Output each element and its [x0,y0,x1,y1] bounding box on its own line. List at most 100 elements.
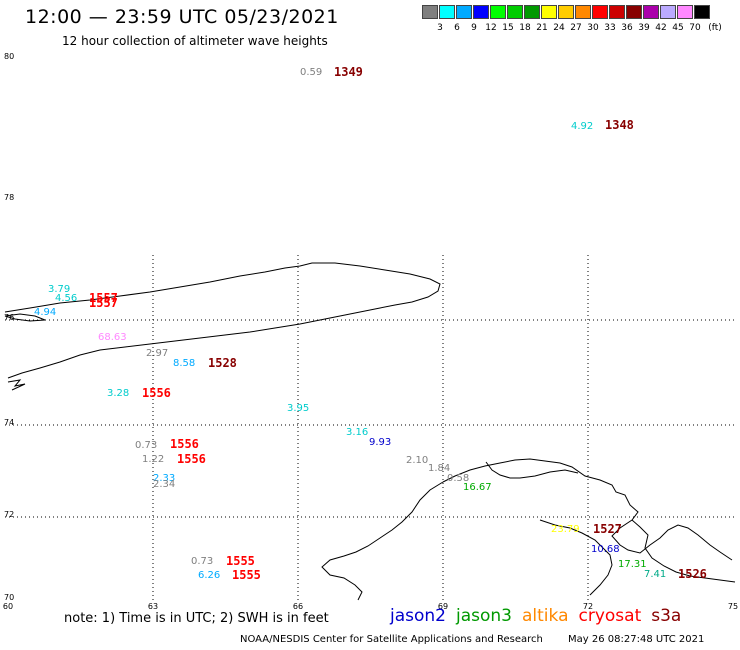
scale-label: 18 [519,23,531,33]
pass-time: 1526 [678,567,707,581]
swh-value: 0.59 [300,67,322,78]
lat-label: 72 [4,510,14,519]
swh-value: 4.92 [571,121,593,132]
scale-swatch [626,5,642,19]
pass-time: 1349 [334,65,363,79]
scale-swatch [456,5,472,19]
map-title: 12:00 — 23:59 UTC 05/23/2021 [25,6,339,28]
pass-time: 1557 [89,291,118,305]
scale-swatch [677,5,693,19]
footer: NOAA/NESDIS Center for Satellite Applica… [240,634,704,645]
scale-label: 36 [621,23,633,33]
swh-value: 1.22 [142,454,164,465]
scale-swatch [507,5,523,19]
lon-label: 63 [148,602,158,611]
scale-label: 9 [471,23,477,33]
swh-value: 6.26 [198,570,220,581]
scale-label: 42 [655,23,667,33]
coastline-peninsula-east [631,519,736,583]
scale-label: 21 [536,23,548,33]
swh-value: 0.73 [191,556,213,567]
swh-value: 9.93 [369,437,391,448]
pass-time: 1527 [593,522,622,536]
swh-value: 68.63 [98,332,127,343]
scale-label: 70 [689,23,701,33]
swh-value: 1.84 [428,463,450,474]
coastline-peninsula-west [321,481,444,601]
pass-time: 1556 [142,386,171,400]
pass-time: 1556 [177,452,206,466]
satellite-cryosat: cryosat [578,606,642,626]
scale-swatch [643,5,659,19]
pass-time: 1348 [605,118,634,132]
swh-value: 3.16 [346,427,368,438]
lon-label: 66 [293,602,303,611]
swh-value: 10.68 [591,544,620,555]
scale-label: 6 [454,23,460,33]
lat-label: 78 [4,193,14,202]
pass-time: 1555 [226,554,255,568]
lon-label: 60 [3,602,13,611]
swh-value: 4.56 [55,293,77,304]
satellite-jason2: jason2 [390,606,446,626]
map-subtitle: 12 hour collection of altimeter wave hei… [62,34,328,48]
swh-value: 2.10 [406,455,428,466]
observation-labels: 0.59 1349 4.92 1348 3.794.56 1557 4.94 1557 68.6… [34,65,707,582]
pass-time: 1528 [208,356,237,370]
scale-label: 24 [553,23,565,33]
swh-value: 0.58 [447,473,469,484]
swh-value: 16.67 [463,482,492,493]
swh-value: 8.58 [173,358,195,369]
scale-label: 27 [570,23,582,33]
swh-value: 23.79 [551,524,580,535]
scale-swatch [575,5,591,19]
lat-label: 80 [4,52,14,61]
swh-value: 3.79 [48,284,70,295]
lon-label: 69 [438,602,448,611]
scale-swatch [694,5,710,19]
scale-swatch [490,5,506,19]
swh-value: 2.34 [153,479,175,490]
pass-time: 1557 [89,296,118,310]
swh-value: 17.31 [618,559,647,570]
scale-swatch [422,5,438,19]
satellite-s3a: s3a [651,606,682,626]
satellite-jason3: jason3 [456,606,512,626]
lat-label: 74 [4,418,14,427]
scale-swatch [473,5,489,19]
scale-label: 12 [485,23,497,33]
coastline-south-land-west [7,379,26,391]
lon-label: 72 [583,602,593,611]
swh-value: 2.33 [153,473,175,484]
scale-swatch [439,5,455,19]
scale-swatch [524,5,540,19]
footer-credit: NOAA/NESDIS Center for Satellite Applica… [240,634,543,645]
swh-value: 4.94 [34,307,56,318]
coastline-north-island [4,262,441,379]
scale-unit: (ft) [708,23,722,33]
scale-swatch [609,5,625,19]
lat-label: 70 [4,593,14,602]
scale-label: 39 [638,23,650,33]
scale-swatch [660,5,676,19]
units-note: note: 1) Time is in UTC; 2) SWH is in fe… [64,611,329,626]
swh-value: 7.41 [644,569,666,580]
coastline-gulf [485,461,579,479]
scale-label: 45 [672,23,684,33]
scale-label: 33 [604,23,616,33]
swh-value: 3.28 [107,388,129,399]
swh-value: 2.97 [146,348,168,359]
coastlines [4,262,736,601]
satellite-legend: jason2 jason3 altika cryosat s3a [390,606,691,626]
swh-value: 3.95 [287,403,309,414]
coastline-mainland [442,458,733,561]
scale-label: 3 [437,23,443,33]
scale-swatch [541,5,557,19]
scale-label: 30 [587,23,599,33]
coastline-east-inlet [539,519,613,596]
satellite-altika: altika [522,606,569,626]
pass-time: 1555 [232,568,261,582]
footer-timestamp: May 26 08:27:48 UTC 2021 [568,634,705,645]
scale-label: 15 [502,23,514,33]
